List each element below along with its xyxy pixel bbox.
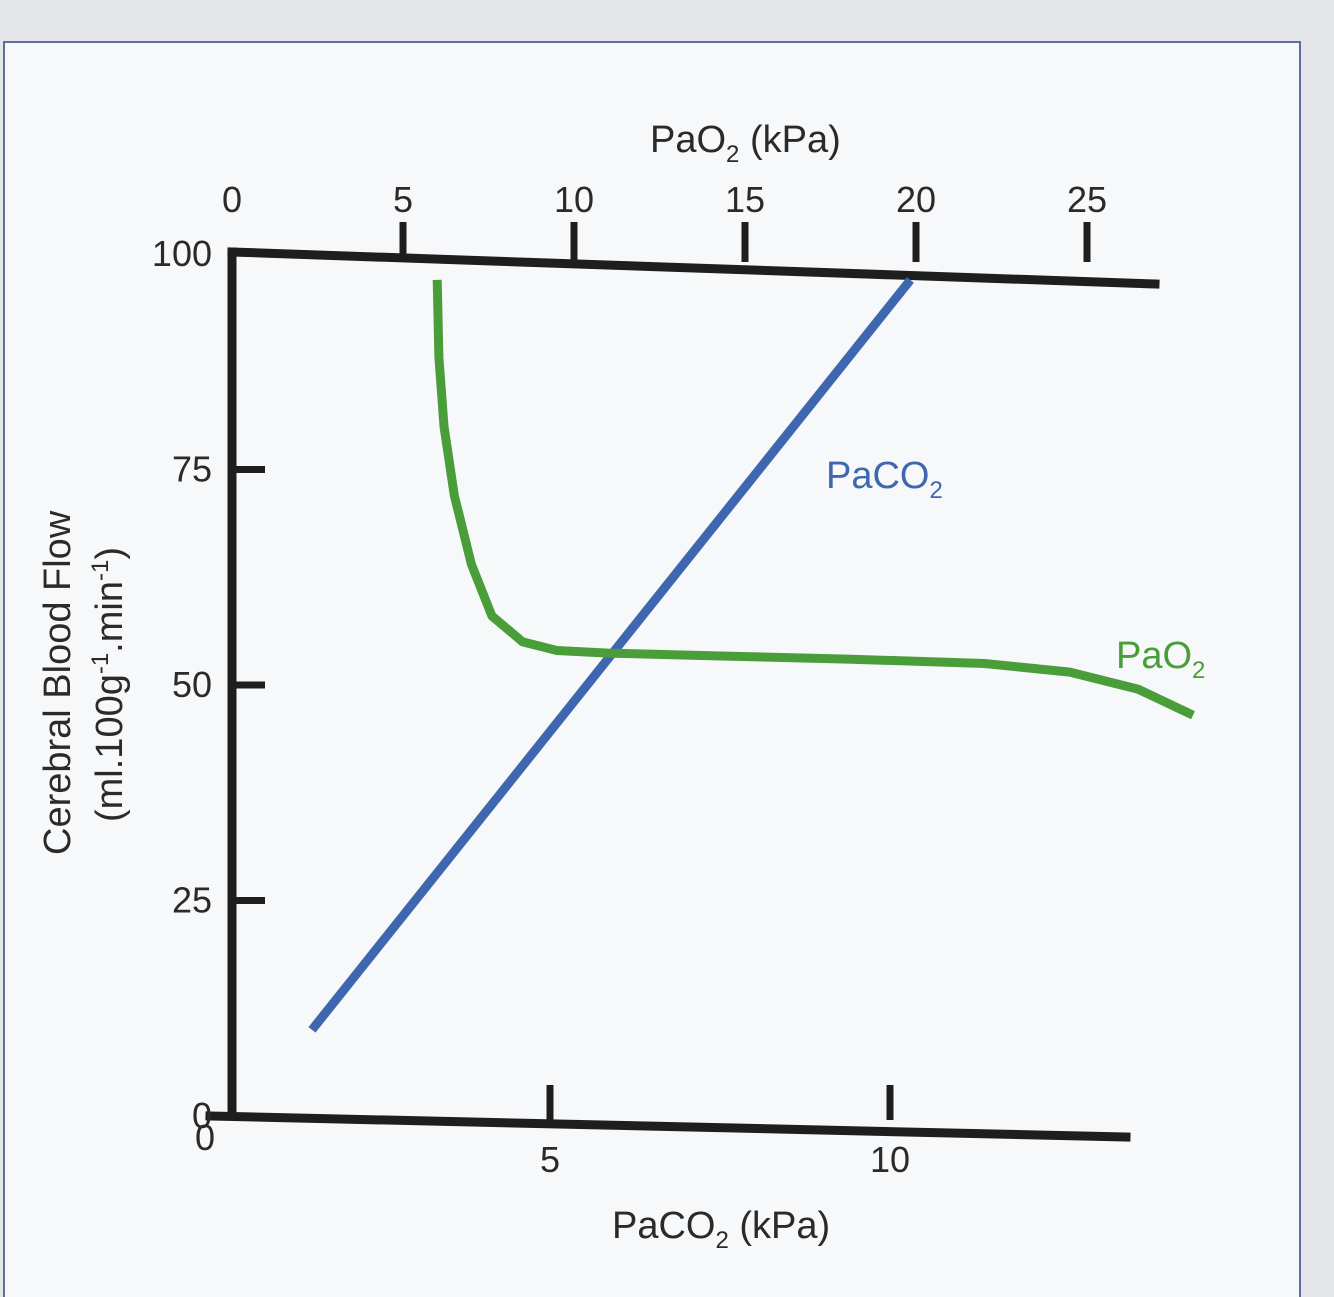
x-top-tick-label-25: 25	[1067, 179, 1107, 220]
x-top-axis-title: PaO2 (kPa)	[650, 119, 841, 168]
x-top-tick-label-15: 15	[725, 179, 765, 220]
y-ticks: 0 25 50 75 100	[152, 233, 265, 1136]
series-layer	[308, 277, 1195, 1033]
x-bottom-tick-label-5: 5	[540, 1139, 560, 1180]
x-top-tick-label-5: 5	[393, 179, 413, 220]
x-bottom-origin-label: 0	[195, 1117, 215, 1158]
y-tick-label-100: 100	[152, 233, 212, 274]
x-axis-bottom	[205, 1111, 1131, 1142]
series-line-pao2	[432, 279, 1195, 720]
y-tick-label-25: 25	[172, 880, 212, 921]
series-label-pao2: PaO2	[1116, 635, 1205, 684]
x-bottom-tick-label-10: 10	[870, 1139, 910, 1180]
y-axis-title: Cerebral Blood Flow (ml.100g-1.min-1)	[37, 510, 131, 855]
x-top-tick-label-10: 10	[554, 179, 594, 220]
y-tick-label-75: 75	[172, 449, 212, 490]
series-label-paco2: PaCO2	[826, 455, 943, 504]
y-tick-label-50: 50	[172, 664, 212, 705]
x-axis-top	[227, 247, 1160, 289]
x-top-ticks: 0 5 10 15 20 25	[222, 179, 1107, 262]
x-top-tick-label-0: 0	[222, 179, 242, 220]
x-top-tick-label-20: 20	[896, 179, 936, 220]
y-tick-label-0: 0	[192, 1095, 212, 1136]
y-axis-title-line2: (ml.100g-1.min-1)	[87, 547, 131, 822]
x-bottom-axis-title: PaCO2 (kPa)	[612, 1205, 830, 1254]
x-bottom-ticks: 5 10	[540, 1085, 910, 1180]
y-axis-title-line1: Cerebral Blood Flow	[37, 510, 79, 855]
